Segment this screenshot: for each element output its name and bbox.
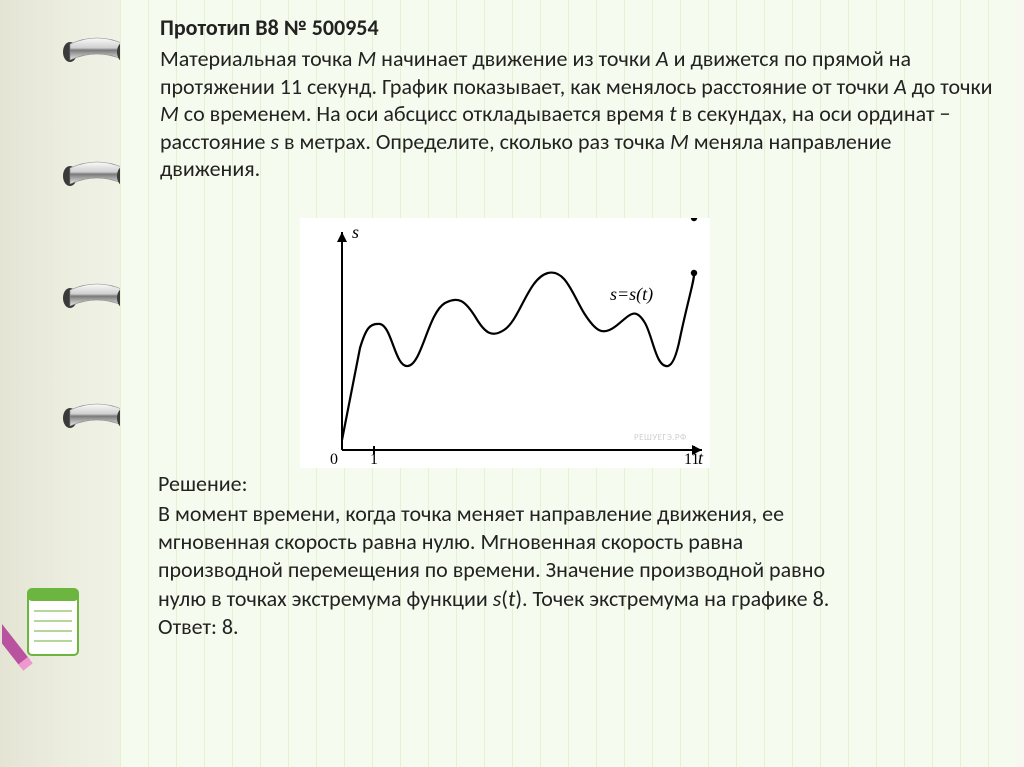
variable-M: M <box>670 128 689 155</box>
origin-label: 0 <box>330 451 338 468</box>
text: начинает движение из точки <box>376 45 656 72</box>
text: до точки <box>907 73 993 100</box>
x-tick-1: 1 <box>370 451 378 468</box>
text: . Точек экстремума на графике 8. <box>522 585 829 612</box>
text: Материальная точка <box>160 45 357 72</box>
solution-heading: Решение: <box>158 470 858 498</box>
variable-t: t <box>669 100 676 127</box>
distance-time-chart: 0 1 11 s t РЕШУЕГЭ.РФ s=s(t) <box>300 218 710 468</box>
curve-label: s=s(t) <box>610 284 653 305</box>
paren: ) <box>515 585 522 612</box>
variable-A: A <box>656 45 669 72</box>
y-axis-label: s <box>352 222 359 242</box>
notepad-pencil-icon <box>2 575 92 675</box>
text: в метрах. Определите, сколько раз точка <box>279 128 670 155</box>
solution-body: В момент времени, когда точка меняет нап… <box>158 500 858 613</box>
solution-block: Решение: В момент времени, когда точка м… <box>158 470 858 641</box>
variable-s: s <box>493 585 502 612</box>
variable-M: M <box>357 45 376 72</box>
variable-A: A <box>894 73 907 100</box>
problem-text: Материальная точка M начинает движение и… <box>160 45 994 183</box>
paren: ( <box>501 585 508 612</box>
variable-s: s <box>270 128 279 155</box>
x-axis-label: t <box>698 448 704 468</box>
curve-end-point <box>691 218 697 221</box>
solution-answer: Ответ: 8. <box>158 613 858 641</box>
chart-watermark: РЕШУЕГЭ.РФ <box>634 432 687 443</box>
text: со временем. На оси абсцисс откладываетс… <box>179 100 669 127</box>
problem-title: Прототип B8 № 500954 <box>160 14 994 41</box>
variable-M: M <box>160 100 179 127</box>
